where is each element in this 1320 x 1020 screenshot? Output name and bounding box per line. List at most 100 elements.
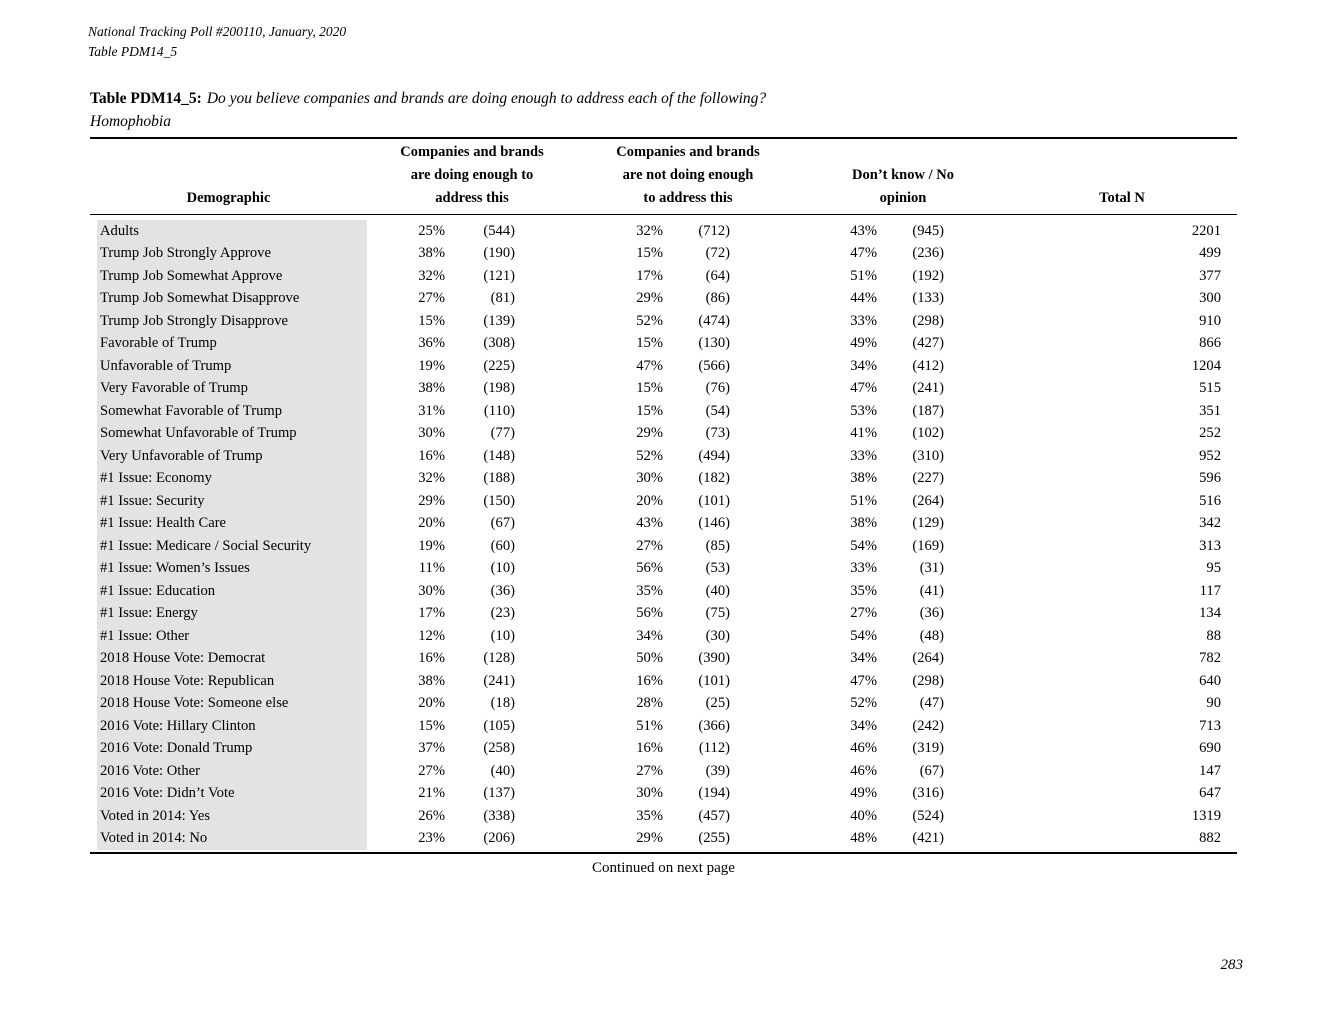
total-n-cell: 342 [1199,515,1222,531]
doing-enough-pct-cell: 32% [418,470,445,486]
demographic-cell: #1 Issue: Security [90,489,367,512]
table-title-prefix: Table PDM14_5: [90,90,202,107]
demographic-cell: 2016 Vote: Donald Trump [90,737,367,760]
dont-know-pct-cell: 51% [850,492,877,509]
col-header-doing-enough: Companies and brands are doing enough to… [367,138,577,215]
total-n-cell: 147 [1199,762,1222,779]
demographic-cell: 2018 House Vote: Republican [90,669,367,692]
table-row: #1 Issue: Medicare / Social Security 19%… [90,534,1237,557]
dont-know-pct-cell: 47% [850,672,877,689]
doing-enough-pct-cell: 16% [418,447,445,464]
doing-enough-pct-cell: 30% [418,425,445,441]
total-n-cell: 713 [1199,717,1222,734]
doing-enough-pct-cell: 27% [418,290,445,306]
demographic-cell: Voted in 2014: Yes [90,804,367,827]
not-doing-enough-pct-cell: 43% [636,515,663,531]
dont-know-pct-cell: 43% [850,222,877,239]
doing-enough-n-cell: (10) [490,627,515,644]
demographic-cell: 2016 Vote: Other [90,759,367,782]
not-doing-enough-pct-cell: 28% [636,695,663,711]
total-n-cell: 499 [1199,245,1222,261]
dont-know-n-cell: (298) [912,672,945,689]
not-doing-enough-pct-cell: 56% [636,605,663,621]
not-doing-enough-n-cell: (39) [705,762,730,779]
not-doing-enough-pct-cell: 32% [636,222,663,239]
demographic-cell: #1 Issue: Women’s Issues [90,557,367,580]
table-row: 2018 House Vote: Someone else 20% (18) 2… [90,692,1237,715]
doing-enough-n-cell: (148) [483,447,515,464]
demographic-cell: 2016 Vote: Hillary Clinton [90,714,367,737]
not-doing-enough-pct-cell: 29% [636,830,663,846]
doing-enough-n-cell: (241) [483,672,515,689]
total-n-cell: 95 [1206,560,1222,576]
demographic-cell: Somewhat Favorable of Trump [90,399,367,422]
doing-enough-n-cell: (198) [483,380,515,396]
col-header-not-doing-enough: Companies and brands are not doing enoug… [577,138,799,215]
doing-enough-pct-cell: 25% [418,222,445,239]
demographic-cell: 2016 Vote: Didn’t Vote [90,782,367,805]
total-n-cell: 782 [1199,650,1222,666]
dont-know-n-cell: (242) [912,717,945,734]
doing-enough-pct-cell: 29% [418,492,445,509]
dont-know-pct-cell: 46% [850,762,877,779]
not-doing-enough-n-cell: (101) [698,672,730,689]
doing-enough-n-cell: (338) [483,807,515,824]
col-header-demographic: Demographic [90,138,367,215]
total-n-cell: 516 [1199,492,1222,509]
not-doing-enough-pct-cell: 16% [636,740,663,756]
total-n-cell: 647 [1199,785,1222,801]
doing-enough-pct-cell: 12% [418,627,445,644]
demographic-cell: Voted in 2014: No [90,827,367,850]
dont-know-pct-cell: 47% [850,380,877,396]
total-n-cell: 90 [1206,695,1222,711]
doing-enough-n-cell: (40) [490,762,515,779]
dont-know-pct-cell: 33% [850,447,877,464]
dont-know-n-cell: (227) [912,470,945,486]
not-doing-enough-pct-cell: 47% [636,357,663,374]
not-doing-enough-n-cell: (73) [705,425,730,441]
demographic-cell: Trump Job Strongly Disapprove [90,309,367,332]
dont-know-pct-cell: 40% [850,807,877,824]
not-doing-enough-pct-cell: 52% [636,312,663,329]
dont-know-pct-cell: 38% [850,515,877,531]
total-n-cell: 690 [1199,740,1222,756]
demographic-cell: #1 Issue: Energy [90,602,367,625]
doing-enough-n-cell: (150) [483,492,515,509]
not-doing-enough-n-cell: (457) [698,807,730,824]
table-row: #1 Issue: Security 29% (150) 20% (101) 5… [90,489,1237,512]
doing-enough-pct-cell: 17% [418,605,445,621]
dont-know-n-cell: (241) [912,380,945,396]
demographic-cell: 2018 House Vote: Someone else [90,692,367,715]
dont-know-n-cell: (133) [912,290,945,306]
doing-enough-n-cell: (67) [490,515,515,531]
doc-header-table-line: Table PDM14_5 [88,44,178,59]
table-row: #1 Issue: Education 30% (36) 35% (40) 35… [90,579,1237,602]
doc-header-poll-line: National Tracking Poll #200110, January,… [88,24,347,39]
total-n-cell: 1204 [1191,357,1222,374]
doing-enough-n-cell: (225) [483,357,515,374]
demographic-cell: #1 Issue: Education [90,579,367,602]
dont-know-n-cell: (31) [919,560,945,576]
total-n-cell: 596 [1199,470,1222,486]
table-row: Favorable of Trump 36% (308) 15% (130) 4… [90,332,1237,355]
total-n-cell: 300 [1199,290,1222,306]
doing-enough-pct-cell: 31% [418,402,445,419]
not-doing-enough-pct-cell: 34% [636,627,663,644]
table-row: 2016 Vote: Donald Trump 37% (258) 16% (1… [90,737,1237,760]
doing-enough-n-cell: (77) [490,425,515,441]
total-n-cell: 88 [1206,627,1222,644]
table-row: 2018 House Vote: Democrat 16% (128) 50% … [90,647,1237,670]
dont-know-pct-cell: 48% [850,830,877,846]
not-doing-enough-n-cell: (72) [705,245,730,261]
doing-enough-pct-cell: 11% [418,560,445,576]
demographic-cell: Adults [90,219,367,242]
not-doing-enough-n-cell: (53) [705,560,730,576]
dont-know-pct-cell: 41% [850,425,877,441]
table-row: Trump Job Somewhat Approve 32% (121) 17%… [90,264,1237,287]
not-doing-enough-pct-cell: 27% [636,762,663,779]
doing-enough-n-cell: (36) [490,582,515,599]
doing-enough-pct-cell: 26% [418,807,445,824]
dont-know-pct-cell: 34% [850,650,877,666]
doing-enough-pct-cell: 21% [418,785,445,801]
